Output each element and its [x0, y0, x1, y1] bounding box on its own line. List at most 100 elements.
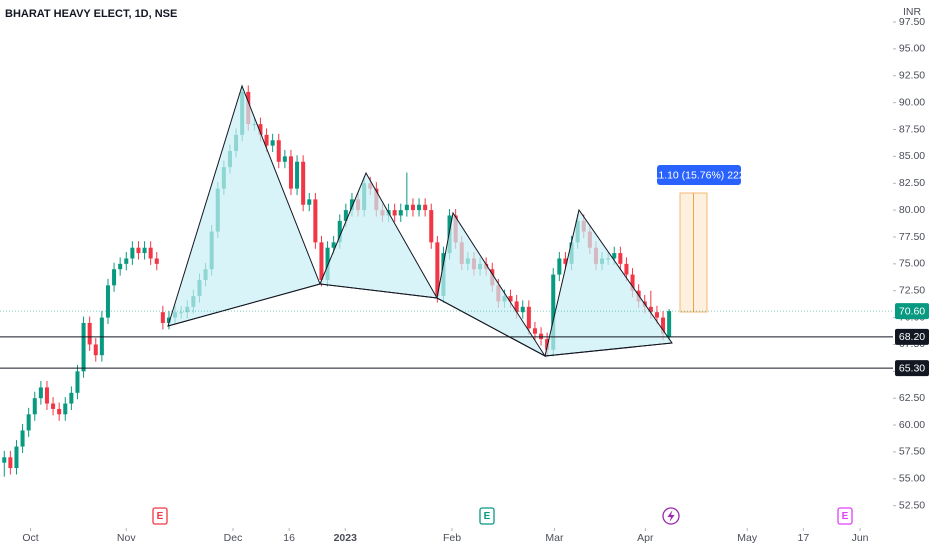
- price-tag-label: 68.20: [899, 331, 925, 343]
- candle-body: [118, 263, 123, 270]
- y-tick-label: 90.00: [899, 96, 925, 108]
- price-tag-label: 70.60: [899, 305, 925, 317]
- candle-body: [276, 140, 281, 162]
- candle-body: [532, 328, 537, 334]
- x-tick-label: May: [737, 532, 758, 544]
- candle-body: [557, 258, 562, 275]
- candle-body: [148, 247, 153, 259]
- x-tick-label: Oct: [22, 532, 38, 544]
- candle-body: [307, 199, 312, 205]
- candle-body: [282, 156, 287, 162]
- candle-body: [99, 317, 104, 356]
- candle-body: [75, 371, 80, 393]
- candle-body: [520, 306, 525, 313]
- candle-body: [392, 210, 397, 216]
- candle-body: [87, 322, 92, 345]
- candle-body: [160, 312, 165, 323]
- candle-body: [624, 263, 629, 275]
- candle-body: [301, 161, 306, 205]
- candle-body: [124, 258, 129, 264]
- y-tick-label: 80.00: [899, 204, 925, 216]
- currency: INR: [903, 6, 922, 18]
- y-tick-label: 57.50: [899, 446, 925, 458]
- candle-body: [404, 204, 409, 211]
- y-tick-label: 92.50: [899, 70, 925, 82]
- candle-body: [105, 285, 110, 318]
- candle-body: [142, 247, 147, 254]
- x-tick-label: 17: [797, 532, 809, 544]
- y-tick-label: 77.50: [899, 231, 925, 243]
- candle-body: [630, 274, 635, 291]
- candle-body: [154, 258, 159, 264]
- candle-body: [429, 210, 434, 243]
- candle-body: [32, 398, 37, 415]
- candle-body: [539, 333, 544, 340]
- candle-body: [166, 317, 171, 323]
- price-tag: [895, 328, 929, 345]
- measure-box: [657, 165, 741, 185]
- candle-body: [57, 408, 62, 415]
- pattern-triangle: [319, 171, 438, 299]
- y-tick-label: 55.00: [899, 473, 925, 485]
- event-label: E: [842, 511, 849, 522]
- event-marker: [479, 507, 495, 525]
- y-tick-label: 72.50: [899, 284, 925, 296]
- candle-body: [514, 301, 519, 313]
- measure-label: 11.10 (15.76%) 222: [653, 169, 745, 181]
- candle-body: [258, 124, 263, 135]
- candle-body: [295, 161, 300, 189]
- candle-body: [667, 311, 672, 337]
- x-tick-label: Apr: [637, 532, 654, 544]
- candle-body: [325, 247, 330, 280]
- y-tick-label: 85.00: [899, 150, 925, 162]
- candle-body: [435, 242, 440, 297]
- pattern-triangle: [544, 208, 673, 357]
- candle-body: [417, 204, 422, 211]
- y-tick-label: 87.50: [899, 123, 925, 135]
- candle-body: [93, 344, 98, 356]
- candle-body: [14, 446, 19, 469]
- candle-body: [398, 210, 403, 216]
- candle-body: [26, 414, 31, 431]
- candle-body: [8, 457, 13, 469]
- pattern-base: [167, 283, 673, 357]
- candle-body: [313, 199, 318, 243]
- candle-body: [612, 253, 617, 259]
- y-tick-label: 97.50: [899, 16, 925, 28]
- candle-body: [618, 253, 623, 264]
- candle-body: [112, 269, 117, 286]
- candle-body: [81, 322, 86, 372]
- candle-body: [551, 274, 556, 350]
- candle-body: [270, 140, 275, 146]
- x-tick-label: Jun: [852, 532, 869, 544]
- candle-body: [331, 242, 336, 248]
- event-marker: [837, 507, 853, 525]
- candle-body: [2, 457, 7, 463]
- x-tick-label: Nov: [117, 532, 136, 544]
- candle-body: [69, 392, 74, 404]
- candle-body: [545, 339, 550, 350]
- harmonic-pattern: [167, 84, 673, 358]
- candle-body: [410, 204, 415, 211]
- candle-body: [264, 134, 269, 146]
- lightning-event: [662, 507, 680, 525]
- y-tick-label: 60.00: [899, 419, 925, 431]
- x-tick-label: 16: [283, 532, 295, 544]
- candle-body: [319, 242, 324, 280]
- x-tick-label: 2023: [334, 532, 358, 544]
- price-tag-label: 65.30: [899, 362, 925, 374]
- event-label: E: [484, 511, 491, 522]
- candle-body: [648, 306, 653, 313]
- candle-body: [136, 247, 141, 254]
- price-tag: [895, 303, 929, 320]
- candle-body: [130, 247, 135, 259]
- candle-body: [423, 204, 428, 211]
- price-tag: [895, 360, 929, 377]
- y-tick-label: 95.00: [899, 43, 925, 55]
- candle-body: [654, 312, 659, 318]
- event-label: E: [157, 511, 164, 522]
- x-tick-label: Feb: [443, 532, 461, 544]
- x-tick-label: Dec: [224, 532, 243, 544]
- pattern-triangle: [436, 211, 547, 358]
